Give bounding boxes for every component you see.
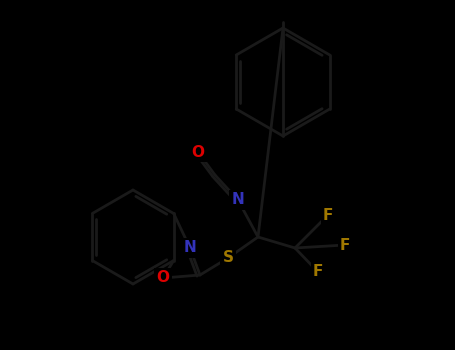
Text: N: N	[232, 193, 244, 208]
Text: N: N	[184, 240, 197, 256]
Text: O: O	[157, 271, 170, 286]
Text: O: O	[192, 145, 204, 160]
Text: F: F	[313, 265, 323, 280]
Text: F: F	[340, 238, 350, 252]
Text: S: S	[222, 251, 233, 266]
Text: F: F	[323, 208, 333, 223]
